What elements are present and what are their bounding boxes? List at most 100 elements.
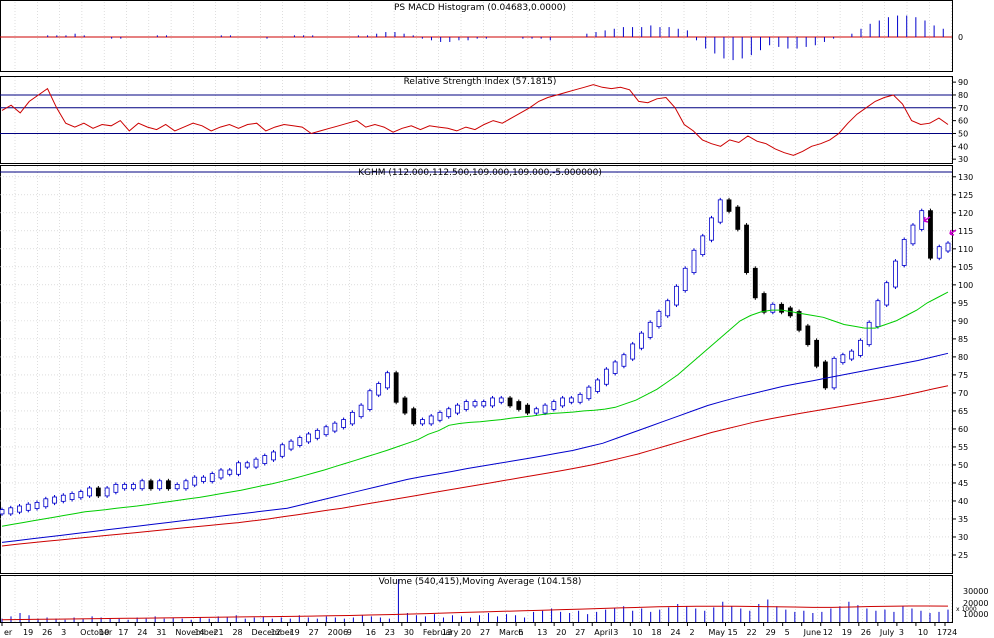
price-candle-body (174, 483, 180, 490)
volume-y-tick-label: 10000 (963, 610, 988, 619)
price-candle-body (0, 509, 5, 515)
x-axis-tick-label: 17 (937, 628, 947, 637)
macd-panel-frame (0, 0, 953, 72)
x-axis-tick-label: 20 (461, 628, 471, 637)
x-axis-tick-label: May (708, 628, 725, 637)
price-title: KGHM (112.000,112.500,109.000,109.000,-5… (358, 168, 602, 178)
volume-y-tick-label: 20000 (963, 599, 988, 608)
price-candle-body (472, 401, 478, 407)
price-candle-body (376, 383, 382, 396)
x-axis-tick-label: 31 (156, 628, 166, 637)
x-axis-tick-label: 13 (442, 628, 452, 637)
price-candle-body (866, 321, 872, 346)
x-axis-tick-label: 18 (651, 628, 661, 637)
price-candle-body (840, 354, 846, 364)
price-candle-body (805, 325, 811, 346)
price-candle-body (779, 303, 784, 313)
x-axis-tick-label: 26 (42, 628, 52, 637)
price-candle-body (919, 210, 925, 230)
x-axis-tick-label: 16 (366, 628, 376, 637)
x-axis-tick-label: 19 (290, 628, 300, 637)
x-axis-tick-label: 2 (689, 628, 694, 637)
price-candle-body (43, 498, 49, 508)
x-axis-tick-label: 17 (118, 628, 128, 637)
price-candle-body (910, 224, 916, 245)
price-candle-body (367, 390, 373, 410)
x-axis-tick-label: 12 (271, 628, 281, 637)
price-candle-body (25, 503, 31, 511)
price-candle-body (236, 462, 241, 475)
price-candle-body (691, 249, 697, 274)
price-candle-body (761, 293, 767, 313)
price-candle-body (122, 483, 128, 490)
x-axis-tick-label: 29 (766, 628, 776, 637)
x-axis-tick-label: 24 (670, 628, 680, 637)
price-candle-body (849, 350, 855, 360)
price-candle-body (533, 408, 539, 414)
x-axis-tick-label: 10 (632, 628, 642, 637)
x-axis-tick-label: 10 (918, 628, 928, 637)
price-y-tick-label: 90 (958, 317, 968, 326)
price-y-tick-label: 130 (958, 173, 973, 182)
price-y-tick-label: 100 (958, 281, 973, 290)
price-y-tick-label: 40 (958, 497, 968, 506)
price-y-tick-label: 45 (958, 479, 968, 488)
macd-y-tick-label: 0 (958, 33, 963, 42)
price-candle-body (34, 502, 40, 509)
price-candle-body (201, 476, 206, 482)
price-candle-body (271, 451, 276, 461)
price-candle-body (498, 397, 504, 403)
price-candle-body (253, 458, 259, 468)
price-candle-body (148, 480, 154, 490)
volume-y-tick-label: 30000 (963, 587, 988, 596)
grid-layer (0, 2, 952, 622)
x-axis-tick-label: October (80, 628, 113, 637)
x-axis-tick-label: 14 (194, 628, 204, 637)
x-axis-tick-label: December (252, 628, 294, 637)
price-candle-body (113, 483, 119, 493)
price-candle-body (183, 480, 189, 490)
x-axis-tick-label: 19 (23, 628, 33, 637)
price-candle-body (796, 311, 802, 331)
moving-average-line (1, 291, 949, 527)
price-candle-body (560, 397, 565, 407)
price-y-tick-label: 125 (958, 191, 973, 200)
price-candle-body (411, 408, 417, 425)
price-candle-body (568, 397, 574, 403)
price-candle-body (69, 493, 75, 500)
price-candle-body (577, 393, 583, 403)
price-candle-body (586, 386, 592, 400)
rsi-y-tick-label: 50 (958, 129, 968, 138)
price-candle-body (621, 354, 627, 367)
price-y-tick-label: 60 (958, 425, 968, 434)
price-candle-body (446, 408, 452, 418)
price-candle-body (858, 339, 863, 356)
price-candle-body (78, 491, 84, 499)
x-axis-tick-label: 9 (347, 628, 352, 637)
price-candle-body (709, 217, 714, 241)
price-candle-body (437, 411, 443, 421)
x-axis-tick-label: 24 (947, 628, 957, 637)
x-axis-tick-label: 6 (518, 628, 523, 637)
price-candle-body (104, 487, 110, 497)
price-candle-body (814, 339, 820, 367)
x-axis-tick-label: 2006 (328, 628, 348, 637)
price-candle-body (139, 480, 145, 490)
price-candle-body (60, 494, 66, 502)
marks-layer: 0304050607080902530354045505560657075808… (0, 15, 988, 637)
price-candle-body (674, 285, 679, 306)
price-y-tick-label: 35 (958, 515, 968, 524)
price-candle-body (682, 267, 688, 292)
x-axis-tick-label: 27 (309, 628, 319, 637)
price-candle-body (647, 321, 653, 338)
price-candle-body (288, 440, 294, 450)
price-candle-body (717, 199, 723, 223)
x-axis-tick-label: 10 (99, 628, 109, 637)
x-axis-tick-label: 12 (823, 628, 833, 637)
price-candle-body (726, 199, 732, 212)
price-candle-body (542, 404, 548, 414)
price-candle-body (875, 300, 881, 328)
x-axis-tick-label: er (4, 628, 13, 637)
x-axis-tick-label: 30 (404, 628, 414, 637)
x-axis-tick-label: 27 (575, 628, 585, 637)
